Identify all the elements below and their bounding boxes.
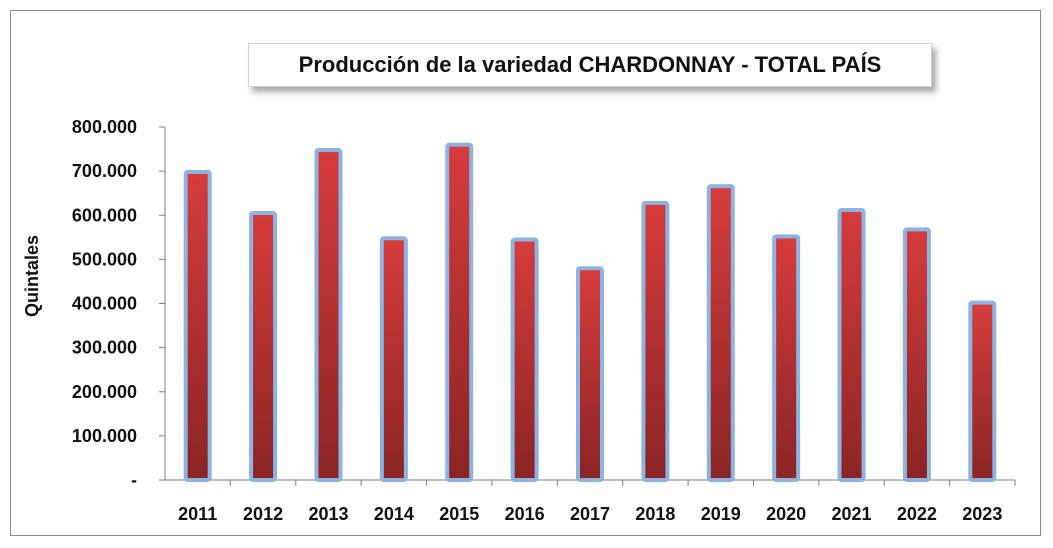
bar-2022	[902, 227, 931, 482]
y-tick-label: 500.000	[72, 249, 137, 269]
x-tick-label: 2011	[178, 504, 217, 524]
x-tick-label: 2019	[701, 504, 741, 524]
x-tick-label: 2021	[832, 504, 872, 524]
bar-2013	[314, 147, 343, 482]
y-tick-label: 400.000	[72, 294, 137, 314]
bar-2023	[968, 300, 997, 482]
y-axis-title: Quintales	[22, 235, 42, 317]
x-tick-label: 2020	[766, 504, 806, 524]
x-axis: 2011 2012 2013 2014 2015 2016 2017 2018 2019 2020…	[165, 479, 1016, 524]
x-tick-label: 2022	[897, 504, 937, 524]
chart-title-box: Producción de la variedad CHARDONNAY - T…	[248, 43, 932, 87]
bar-2018	[641, 200, 670, 483]
y-tick-label: 700.000	[72, 161, 137, 181]
x-tick-label: 2023	[962, 504, 1002, 524]
x-tick-label: 2012	[243, 504, 283, 524]
y-tick-label: 300.000	[72, 338, 137, 358]
bar-2017	[576, 266, 604, 483]
y-tick-label: 200.000	[72, 382, 137, 402]
x-tick-label: 2018	[635, 504, 675, 524]
x-tick-label: 2016	[505, 504, 545, 524]
y-axis: - 100.000 200.000 300.000 400.000 500.000 600.…	[72, 117, 166, 490]
y-tick-label: 100.000	[72, 426, 137, 446]
bar-2015	[445, 142, 474, 482]
y-tick-label: 600.000	[72, 205, 137, 225]
y-tick-label: 800.000	[72, 117, 137, 137]
y-axis-title-group: Quintales	[22, 235, 42, 317]
x-tick-label: 2017	[570, 504, 610, 524]
bar-2016	[510, 237, 539, 482]
x-tick-label: 2013	[308, 504, 348, 524]
bar-2014	[379, 236, 408, 482]
x-tick-label: 2014	[374, 504, 414, 524]
bars	[183, 142, 997, 483]
bar-2012	[249, 211, 278, 482]
bar-2011	[183, 170, 212, 482]
x-tick-label: 2015	[439, 504, 479, 524]
bar-2020	[772, 234, 801, 482]
bar-2021	[837, 207, 866, 483]
chart-title: Producción de la variedad CHARDONNAY - T…	[298, 52, 882, 77]
bar-2019	[706, 184, 735, 482]
y-tick-label: -	[131, 470, 137, 490]
